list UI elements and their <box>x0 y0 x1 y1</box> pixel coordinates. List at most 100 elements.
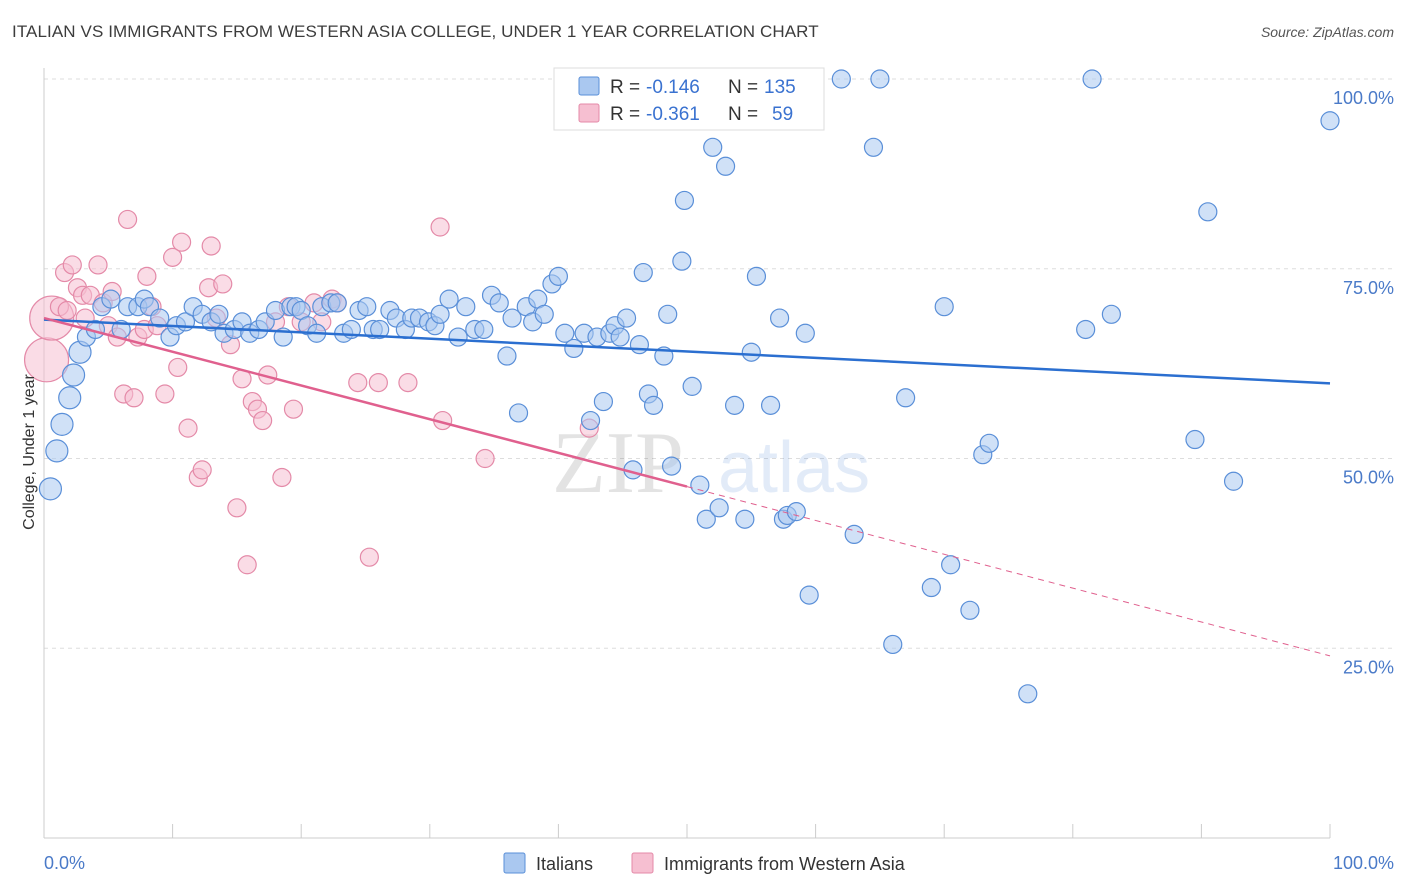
blue-data-point <box>690 475 710 495</box>
legend-swatch-italians <box>578 76 600 96</box>
axis-layer <box>43 68 1330 839</box>
blue-data-point <box>430 304 450 324</box>
blue-data-point <box>799 585 819 605</box>
blue-data-point <box>896 388 916 408</box>
blue-data-point <box>883 634 903 655</box>
blue-data-point <box>370 319 390 340</box>
blue-data-point <box>593 391 614 412</box>
pink-data-point <box>237 555 257 575</box>
blue-data-point <box>502 308 522 328</box>
source-label: Source: ZipAtlas.com <box>1260 24 1394 40</box>
blue-data-point <box>643 395 664 415</box>
blue-data-point <box>674 190 695 211</box>
pink-data-point <box>475 448 495 469</box>
blue-data-point <box>1101 304 1121 324</box>
blue-data-point <box>746 266 767 286</box>
pink-data-point <box>272 467 292 488</box>
pink-data-point <box>227 498 247 518</box>
pink-data-point <box>172 232 192 252</box>
blue-data-point <box>489 293 509 313</box>
x-tick-label-max: 100.0% <box>1333 853 1394 873</box>
blue-data-point <box>724 395 745 415</box>
pink-data-point <box>398 373 418 393</box>
legend-swatch-western-asia <box>578 103 600 123</box>
blue-data-point <box>760 395 781 415</box>
blue-data-point <box>1018 684 1038 704</box>
blue-data-point <box>960 600 980 620</box>
blue-data-point <box>1185 429 1205 450</box>
blue-data-point <box>979 433 999 453</box>
blue-data-point <box>921 577 941 598</box>
blue-data-point <box>534 304 554 324</box>
blue-data-point <box>50 412 74 436</box>
blue-data-point <box>150 308 170 328</box>
pink-data-point <box>163 247 183 267</box>
pink-data-point <box>201 236 221 256</box>
blue-data-point <box>1076 319 1096 340</box>
blue-data-point <box>682 376 702 396</box>
legend-r-value-2: -0.361 <box>646 104 700 125</box>
blue-data-point <box>508 403 529 423</box>
blue-data-point <box>1082 69 1102 89</box>
blue-data-point <box>844 524 864 545</box>
pink-data-point <box>62 255 82 275</box>
legend-r-label-1: R = <box>610 77 640 98</box>
pink-data-point <box>57 300 77 321</box>
pink-data-point <box>117 209 138 230</box>
legend-r-label-2: R = <box>610 104 640 125</box>
blue-data-point <box>1198 202 1218 222</box>
blue-data-point <box>1223 471 1244 491</box>
blue-data-point <box>629 335 650 355</box>
blue-data-point <box>580 410 601 431</box>
bottom-legend-western-asia: Immigrants from Western Asia <box>664 854 906 874</box>
blue-data-point <box>795 323 815 343</box>
legend-n-label-1: N = <box>728 77 758 98</box>
legend-r-value-1: -0.146 <box>646 77 700 98</box>
grid-layer: 25.0% 50.0% 75.0% 100.0% <box>43 78 1394 838</box>
blue-data-point <box>1320 111 1340 131</box>
x-tick-label-min: 0.0% <box>44 853 85 873</box>
blue-data-point <box>934 297 954 317</box>
bottom-legend-swatch-italians <box>503 852 526 874</box>
y-tick-label: 50.0% <box>1343 468 1394 488</box>
blue-data-point <box>357 297 377 317</box>
legend-n-value-2: 59 <box>772 104 793 125</box>
blue-data-point <box>870 69 890 89</box>
y-tick-label: 25.0% <box>1343 657 1394 677</box>
pink-data-point <box>137 266 157 286</box>
blue-data-point <box>709 498 729 518</box>
pink-data-point <box>283 399 304 419</box>
y-tick-label: 75.0% <box>1343 278 1394 298</box>
blue-data-point <box>439 289 459 309</box>
blue-data-point <box>456 297 476 317</box>
blue-data-point <box>474 319 494 340</box>
blue-data-point <box>555 323 575 343</box>
pink-data-point <box>155 384 175 404</box>
chart-title: ITALIAN VS IMMIGRANTS FROM WESTERN ASIA … <box>12 22 819 41</box>
blue-data-point <box>209 304 229 324</box>
italians-trend-line <box>43 318 1331 385</box>
pink-data-point <box>88 255 108 275</box>
trend-layer <box>43 316 1331 657</box>
blue-data-point <box>101 289 121 309</box>
blue-data-point <box>715 156 736 176</box>
pink-data-point <box>192 460 212 480</box>
pink-data-point <box>253 410 273 431</box>
blue-data-point <box>58 386 82 410</box>
blue-data-point <box>661 456 682 476</box>
watermark-atlas: atlas <box>718 428 870 508</box>
bottom-legend-italians: Italians <box>536 854 593 874</box>
blue-data-point <box>831 69 851 89</box>
blue-data-point <box>696 509 716 529</box>
blue-data-point <box>38 477 63 501</box>
blue-data-point <box>941 555 961 575</box>
blue-data-point <box>658 304 678 324</box>
pink-data-point <box>348 373 368 393</box>
blue-data-point <box>741 342 761 362</box>
bottom-legend-swatch-western-asia <box>631 852 654 874</box>
pink-data-point <box>168 357 188 378</box>
pink-data-point <box>359 547 379 567</box>
correlation-legend: R = -0.146 N = 135 R = -0.361 N = 59 <box>553 67 825 131</box>
pink-data-point <box>368 373 388 393</box>
